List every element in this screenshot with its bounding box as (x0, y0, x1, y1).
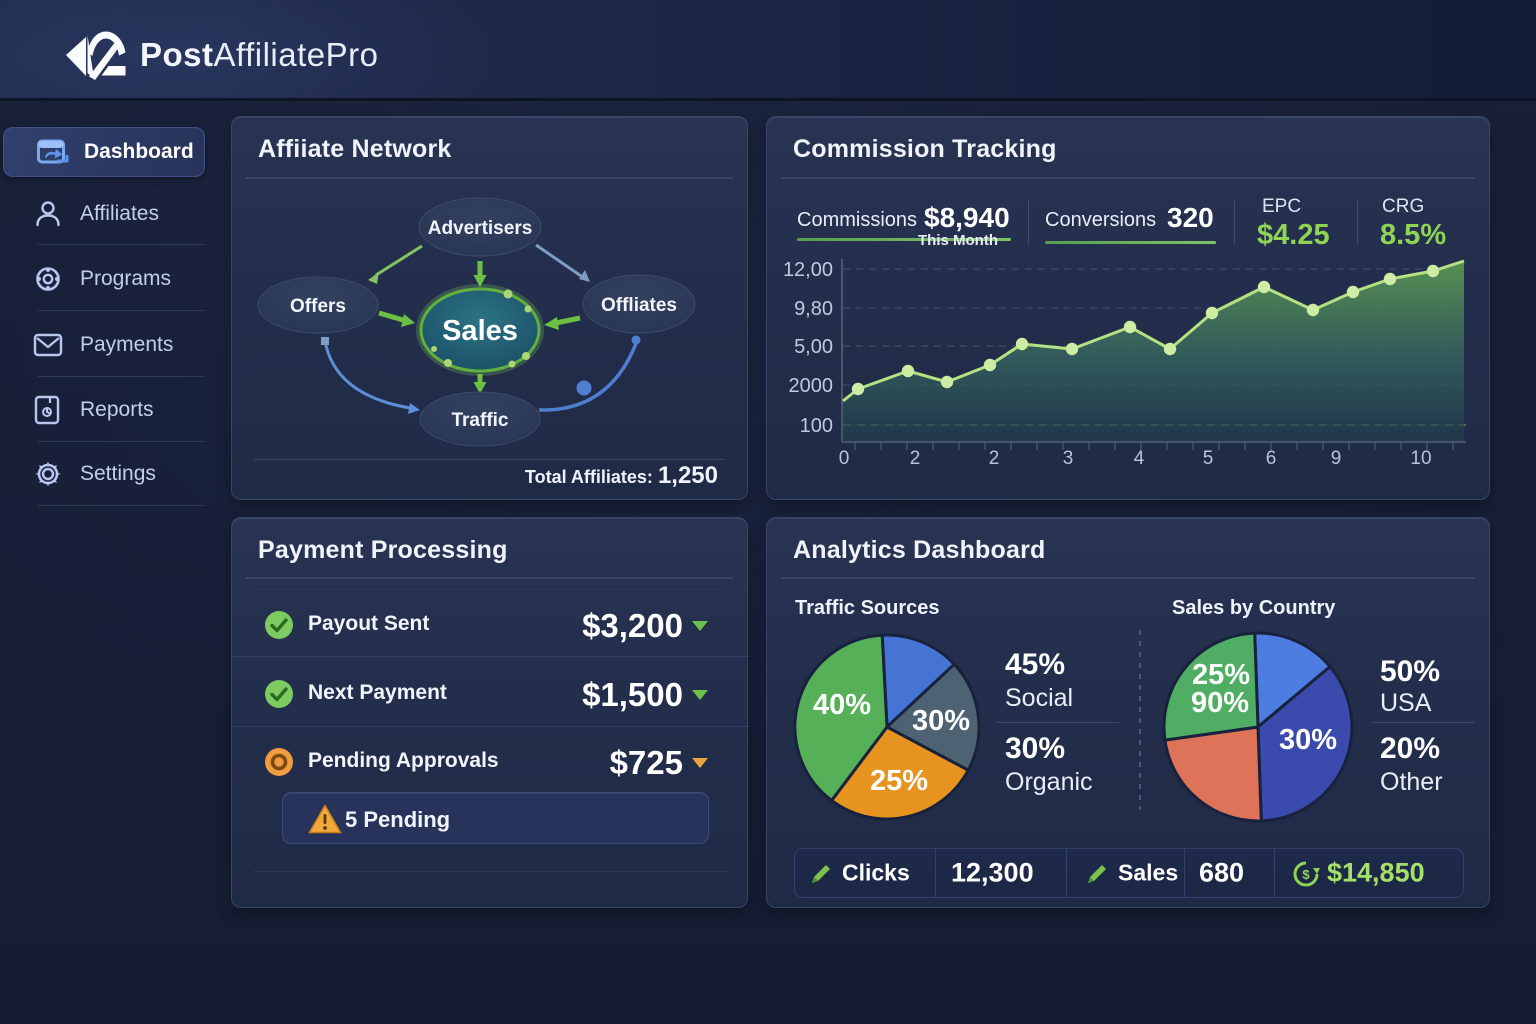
svg-text:Offers: Offers (290, 296, 346, 317)
svg-text:5: 5 (1203, 448, 1214, 469)
svg-text:30%: 30% (912, 705, 970, 737)
svg-text:2: 2 (989, 448, 1000, 469)
svg-text:5,00: 5,00 (794, 336, 833, 358)
svg-text:90%: 90% (1191, 687, 1249, 719)
svg-text:30%: 30% (1279, 724, 1337, 756)
svg-text:9: 9 (1331, 448, 1342, 469)
svg-text:9,80: 9,80 (794, 298, 833, 320)
svg-text:25%: 25% (1192, 659, 1250, 691)
svg-text:12,00: 12,00 (783, 259, 833, 281)
svg-text:Sales: Sales (442, 315, 518, 347)
svg-text:6: 6 (1266, 448, 1277, 469)
svg-text:Offliates: Offliates (601, 295, 677, 316)
svg-text:25%: 25% (870, 765, 928, 797)
svg-text:Advertisers: Advertisers (428, 218, 533, 239)
svg-text:4: 4 (1134, 448, 1145, 469)
svg-text:2000: 2000 (789, 375, 834, 397)
svg-text:3: 3 (1063, 448, 1074, 469)
svg-text:40%: 40% (813, 689, 871, 721)
svg-text:Traffic: Traffic (451, 410, 508, 431)
svg-text:2: 2 (910, 448, 921, 469)
svg-text:0: 0 (839, 448, 850, 469)
svg-text:100: 100 (800, 415, 833, 437)
svg-text:$: $ (1302, 867, 1310, 882)
svg-text:10: 10 (1410, 448, 1431, 469)
